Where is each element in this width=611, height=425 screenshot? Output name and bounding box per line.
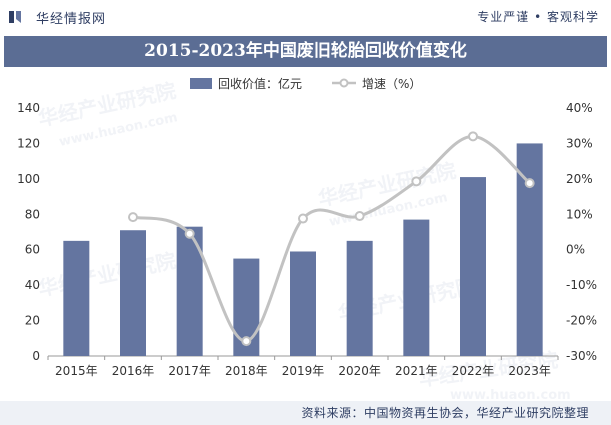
growth-point <box>468 131 478 142</box>
top-bar: 华经情报网 专业严谨 • 客观科学 <box>0 0 611 34</box>
y-right-tick-label: 30% <box>566 136 593 150</box>
growth-point <box>184 228 195 239</box>
bar-series <box>63 143 543 356</box>
y-right-tick-label: -20% <box>566 314 597 328</box>
y-right-tick-label: -30% <box>566 349 597 363</box>
y-left-tick-label: 140 <box>17 101 40 115</box>
bar <box>63 240 90 356</box>
growth-point <box>524 178 535 189</box>
growth-point <box>128 212 138 223</box>
x-tick-label: 2017年 <box>168 364 211 378</box>
legend-line-marker <box>339 78 349 88</box>
y-left-tick-label: 60 <box>25 243 40 257</box>
legend-bar-swatch <box>190 78 212 89</box>
y-left-tick-label: 100 <box>17 172 40 186</box>
legend-line-label: 增速（%） <box>362 77 421 91</box>
growth-point <box>411 176 422 187</box>
x-tick-label: 2019年 <box>282 364 325 378</box>
chart: 华经产业研究院 华经产业研究院 华经产业研究院 华经产业研究院 华经产业研究院 … <box>17 76 597 401</box>
growth-point <box>298 213 308 224</box>
bar <box>346 240 373 356</box>
brand: 华经情报网 <box>8 8 107 27</box>
x-tick-label: 2022年 <box>452 364 495 378</box>
tagline: 专业严谨 • 客观科学 <box>477 10 599 24</box>
x-tick-label: 2018年 <box>225 364 268 378</box>
growth-line <box>132 134 531 343</box>
y-right-tick-label: 10% <box>566 207 593 221</box>
x-tick-label: 2016年 <box>112 364 155 378</box>
watermark-text: 华经产业研究院 <box>36 248 178 301</box>
source-note: 资料来源：中国物资再生协会，华经产业研究院整理 <box>0 401 611 425</box>
watermark-url: www.huaon.com <box>450 388 571 401</box>
y-left-tick-label: 40 <box>25 278 40 292</box>
y-right-tick-label: -10% <box>566 278 597 292</box>
y-right-tick-label: 20% <box>566 172 593 186</box>
x-tick-label: 2020年 <box>338 364 381 378</box>
x-tick-label: 2015年 <box>55 364 98 378</box>
chart-title: 2015-2023年中国废旧轮胎回收价值变化 <box>4 36 607 67</box>
growth-point <box>354 211 365 222</box>
growth-line-series <box>128 131 535 347</box>
x-tick-label: 2023年 <box>508 364 551 378</box>
y-left-tick-label: 0 <box>32 349 40 363</box>
legend: 回收价值：亿元 增速（%） <box>190 76 421 91</box>
bar <box>460 177 486 356</box>
brand-logo-icon <box>9 11 21 23</box>
brand-name: 华经情报网 <box>36 11 107 27</box>
bar <box>403 219 430 356</box>
growth-point <box>241 336 252 347</box>
y-left-tick-label: 80 <box>25 207 40 221</box>
bar <box>120 230 146 356</box>
y-left-tick-label: 120 <box>17 136 40 150</box>
y-left-tick-label: 20 <box>25 314 40 328</box>
y-right-tick-label: 0% <box>566 243 585 257</box>
y-right-tick-label: 40% <box>566 101 593 115</box>
x-tick-label: 2021年 <box>395 364 438 378</box>
bar <box>290 251 316 356</box>
legend-bar-label: 回收价值：亿元 <box>218 76 302 91</box>
